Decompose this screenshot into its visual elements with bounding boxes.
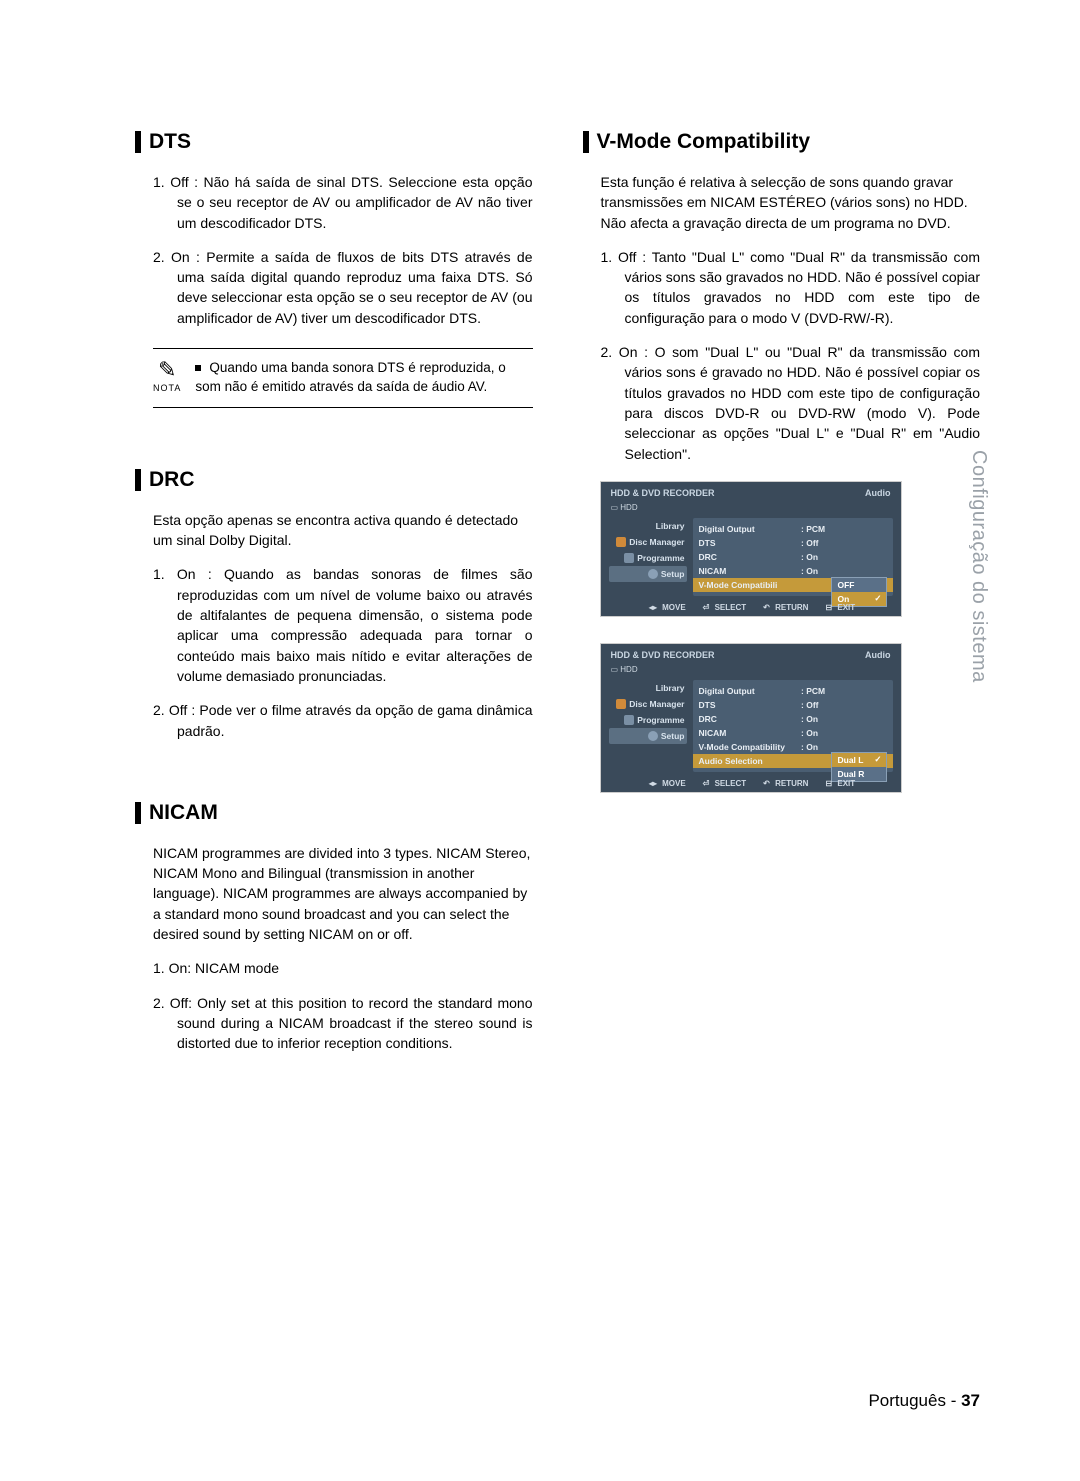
row-vmode: V-Mode Compatibility xyxy=(699,742,802,752)
row-drc: DRC xyxy=(699,714,802,724)
nicam-intro: NICAM programmes are divided into 3 type… xyxy=(135,843,533,944)
footer-select: ⏎ SELECT xyxy=(700,779,747,788)
osd-title: HDD & DVD RECORDER xyxy=(611,650,715,660)
vmode-item-1: 1. Off : Tanto "Dual L" como "Dual R" da… xyxy=(583,247,981,328)
drc-heading: DRC xyxy=(135,468,533,492)
row-dts: DTS xyxy=(699,538,802,548)
note-box: ✎ NOTA Quando uma banda sonora DTS é rep… xyxy=(135,348,533,408)
footer-lang: Português xyxy=(868,1391,946,1410)
row-digital-output: Digital Output xyxy=(699,524,802,534)
disc-icon xyxy=(616,537,626,547)
sidebar-programme: Programme xyxy=(609,712,687,728)
note-text: Quando uma banda sonora DTS é reproduzid… xyxy=(195,359,532,397)
footer-exit: ⊟ EXIT xyxy=(822,603,855,612)
side-tab-label: Configuração do sistema xyxy=(967,450,990,683)
osd-footer: ◂▸ MOVE ⏎ SELECT ↶ RETURN ⊟ EXIT xyxy=(601,603,901,612)
osd-screenshot-1: HDD & DVD RECORDER Audio ▭ HDD Library D… xyxy=(601,482,901,616)
osd-hdd: HDD xyxy=(620,503,637,512)
programme-icon xyxy=(624,553,634,563)
footer-exit: ⊟ EXIT xyxy=(822,779,855,788)
vmode-intro: Esta função é relativa à selecção de son… xyxy=(583,172,981,233)
nicam-item-2: 2. Off: Only set at this position to rec… xyxy=(135,993,533,1054)
check-icon: ✓ xyxy=(874,754,881,765)
sidebar-disc-manager: Disc Manager xyxy=(609,534,687,550)
vmode-item-2: 2. On : O som "Dual L" ou "Dual R" da tr… xyxy=(583,342,981,464)
dts-item-1: 1. Off : Não há saída de sinal DTS. Sele… xyxy=(135,172,533,233)
osd-title: HDD & DVD RECORDER xyxy=(611,488,715,498)
dts-heading: DTS xyxy=(135,130,533,154)
heading-bar-icon xyxy=(135,131,141,153)
pencil-icon: ✎ xyxy=(153,359,181,381)
footer-return: ↶ RETURN xyxy=(760,779,808,788)
row-nicam: NICAM xyxy=(699,566,802,576)
heading-bar-icon xyxy=(583,131,589,153)
programme-icon xyxy=(624,715,634,725)
hdd-icon: ▭ xyxy=(611,503,621,512)
osd-footer: ◂▸ MOVE ⏎ SELECT ↶ RETURN ⊟ EXIT xyxy=(601,779,901,788)
dts-title: DTS xyxy=(149,130,191,154)
osd-audio-label: Audio xyxy=(865,488,891,498)
footer-page-number: 37 xyxy=(961,1391,980,1410)
note-label: NOTA xyxy=(153,383,181,393)
row-drc: DRC xyxy=(699,552,802,562)
osd-audio-label: Audio xyxy=(865,650,891,660)
drc-item-2: 2. Off : Pode ver o filme através da opç… xyxy=(135,700,533,741)
footer-move: ◂▸ MOVE xyxy=(646,779,686,788)
osd-popup-dual: Dual L✓ Dual R xyxy=(831,752,887,782)
sidebar-disc-manager: Disc Manager xyxy=(609,696,687,712)
dts-item-2: 2. On : Permite a saída de fluxos de bit… xyxy=(135,247,533,328)
right-column: V-Mode Compatibility Esta função é relat… xyxy=(583,130,981,1068)
row-audio-selection: Audio Selection xyxy=(699,756,802,766)
footer-return: ↶ RETURN xyxy=(760,603,808,612)
vmode-heading: V-Mode Compatibility xyxy=(583,130,981,154)
row-vmode: V-Mode Compatibili xyxy=(699,580,802,590)
vmode-title: V-Mode Compatibility xyxy=(597,130,811,154)
drc-item-1: 1. On : Quando as bandas sonoras de film… xyxy=(135,564,533,686)
sidebar-library: Library xyxy=(609,680,687,696)
sidebar-library: Library xyxy=(609,518,687,534)
osd-sidebar: Library Disc Manager Programme Setup xyxy=(609,518,687,596)
left-column: DTS 1. Off : Não há saída de sinal DTS. … xyxy=(135,130,533,1068)
popup-dual-l: Dual L✓ xyxy=(832,753,886,767)
gear-icon xyxy=(648,569,658,579)
hdd-icon: ▭ xyxy=(611,665,621,674)
heading-bar-icon xyxy=(135,469,141,491)
sidebar-setup: Setup xyxy=(609,566,687,582)
footer-move: ◂▸ MOVE xyxy=(646,603,686,612)
drc-intro: Esta opção apenas se encontra activa qua… xyxy=(135,510,533,551)
popup-off: OFF xyxy=(832,578,886,592)
gear-icon xyxy=(648,731,658,741)
page-footer: Português - 37 xyxy=(868,1391,980,1411)
sidebar-programme: Programme xyxy=(609,550,687,566)
nicam-title: NICAM xyxy=(149,801,218,825)
row-nicam: NICAM xyxy=(699,728,802,738)
sidebar-setup: Setup xyxy=(609,728,687,744)
osd-sidebar: Library Disc Manager Programme Setup xyxy=(609,680,687,772)
row-digital-output: Digital Output xyxy=(699,686,802,696)
osd-screenshot-2: HDD & DVD RECORDER Audio ▭ HDD Library D… xyxy=(601,644,901,792)
nicam-heading: NICAM xyxy=(135,801,533,825)
row-dts: DTS xyxy=(699,700,802,710)
bullet-icon xyxy=(195,365,201,371)
note-icon-wrap: ✎ NOTA xyxy=(153,359,181,393)
osd-hdd: HDD xyxy=(620,665,637,674)
nicam-item-1: 1. On: NICAM mode xyxy=(135,958,533,978)
disc-icon xyxy=(616,699,626,709)
footer-select: ⏎ SELECT xyxy=(700,603,747,612)
heading-bar-icon xyxy=(135,802,141,824)
drc-title: DRC xyxy=(149,468,195,492)
